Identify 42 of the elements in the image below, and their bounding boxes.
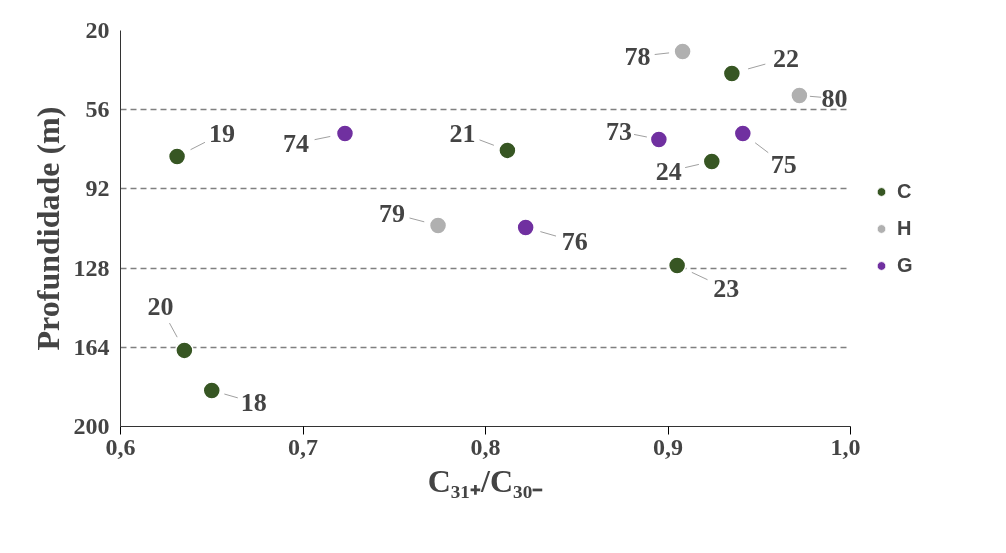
y-tick-label: 164 bbox=[73, 333, 110, 360]
point bbox=[722, 64, 742, 83]
point bbox=[428, 216, 448, 235]
legend-label: G bbox=[897, 253, 914, 277]
legend-label: H bbox=[897, 216, 913, 240]
y-axis-title: Profundidade (m) bbox=[29, 106, 66, 351]
point bbox=[673, 42, 692, 61]
y-tick-label: 20 bbox=[85, 17, 110, 43]
annotation: 21 bbox=[449, 118, 476, 148]
y-tick-label: 56 bbox=[85, 96, 110, 123]
x-tick-label: 0,8 bbox=[470, 433, 501, 460]
annotation: 74 bbox=[282, 128, 309, 158]
annotation: 80 bbox=[821, 83, 848, 113]
y-tick-label: 128 bbox=[73, 254, 110, 281]
annotation: 73 bbox=[605, 116, 632, 146]
x-axis-title: C₃₁₊/C₃₀₋ bbox=[427, 462, 544, 499]
point bbox=[790, 86, 809, 105]
point bbox=[202, 381, 221, 400]
annotation: 75 bbox=[770, 149, 797, 179]
x-tick-label: 0,9 bbox=[653, 433, 683, 460]
annotation: 22 bbox=[772, 43, 799, 73]
annotation: 18 bbox=[240, 387, 267, 417]
annotation: 76 bbox=[561, 226, 588, 256]
y-tick-label: 92 bbox=[85, 175, 110, 202]
annotation: 19 bbox=[209, 119, 236, 149]
point bbox=[498, 141, 517, 160]
annotation: 79 bbox=[379, 198, 406, 228]
point bbox=[167, 147, 187, 166]
x-tick-label: 0,7 bbox=[288, 433, 318, 460]
annotation: 20 bbox=[147, 291, 174, 321]
annotation: 23 bbox=[713, 273, 740, 303]
point bbox=[649, 130, 669, 149]
x-tick-label: 1,0 bbox=[830, 433, 861, 460]
annotation: 24 bbox=[655, 156, 682, 186]
point bbox=[733, 124, 753, 143]
annotation: 78 bbox=[624, 41, 651, 71]
point bbox=[702, 152, 722, 171]
point bbox=[335, 124, 355, 143]
legend-label: C bbox=[897, 179, 913, 203]
point bbox=[667, 256, 687, 275]
point bbox=[516, 218, 535, 237]
point bbox=[175, 341, 194, 360]
